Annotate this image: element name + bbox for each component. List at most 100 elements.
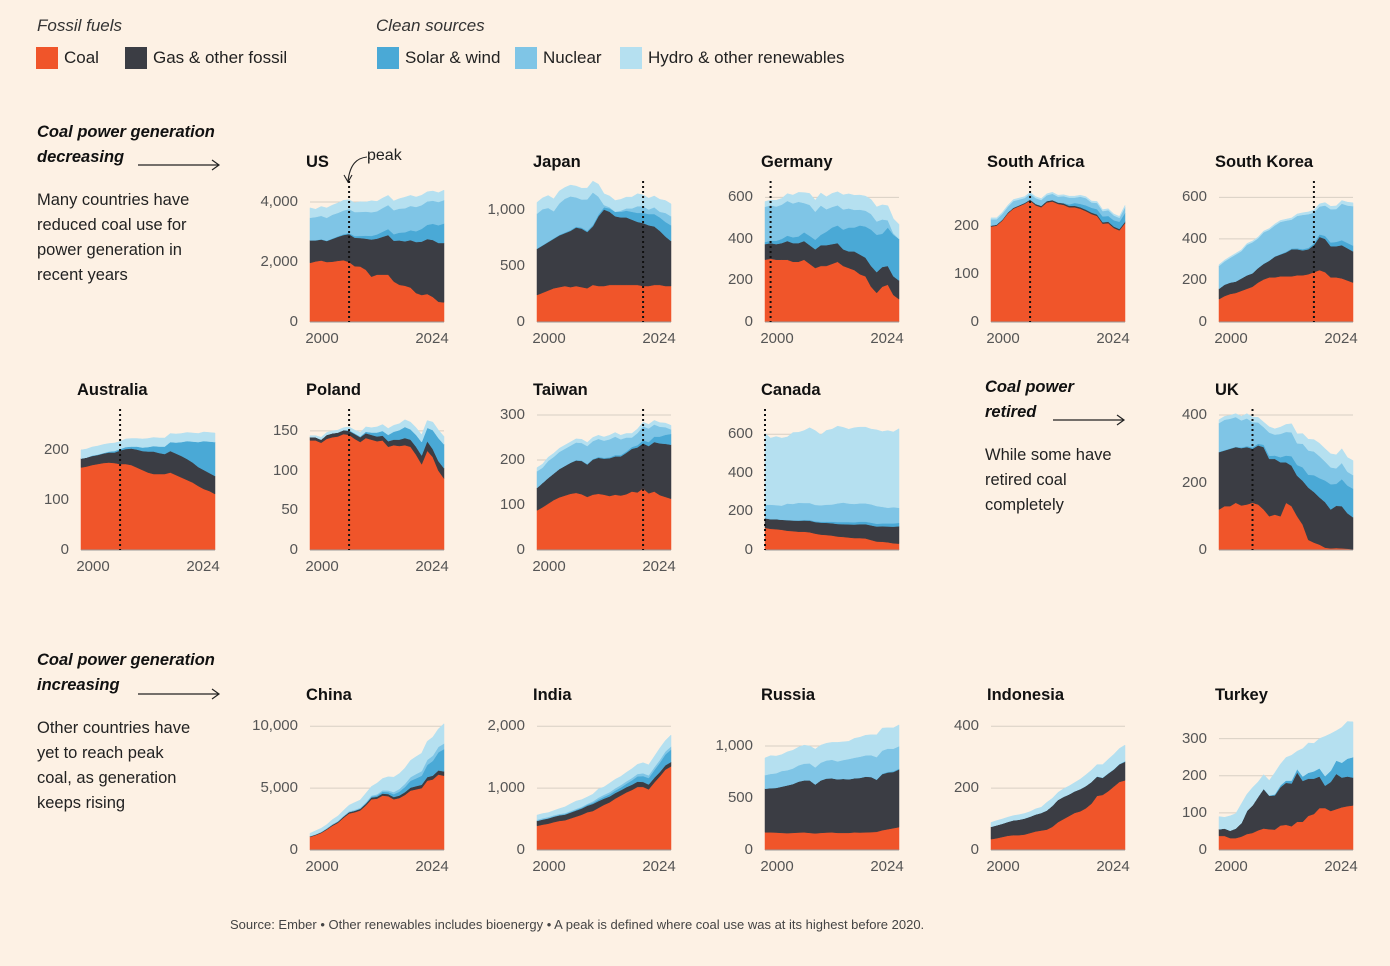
ytick-germany-0: 0 bbox=[744, 313, 753, 330]
ytick-germany-2: 400 bbox=[727, 229, 753, 247]
chart-japan bbox=[536, 180, 672, 323]
section-increasing-arrow bbox=[138, 688, 221, 700]
ytick-turkey-1: 100 bbox=[1181, 803, 1207, 821]
section-decreasing-arrow bbox=[138, 159, 221, 171]
chart-title-canada: Canada bbox=[761, 381, 821, 399]
xtick-us-1: 2024 bbox=[415, 330, 449, 347]
section-retired-title-1: Coal power bbox=[985, 378, 1074, 396]
xtick-south-korea-0: 2000 bbox=[1214, 330, 1248, 347]
ytick-japan-0: 0 bbox=[516, 313, 525, 330]
legend-label-coal: Coal bbox=[64, 48, 99, 67]
chart-germany bbox=[764, 181, 900, 323]
xtick-turkey-1: 2024 bbox=[1324, 858, 1358, 875]
section-retired-desc-3: completely bbox=[985, 496, 1064, 514]
section-increasing-desc-1: Other countries have bbox=[37, 719, 191, 737]
ytick-south-africa-1: 100 bbox=[953, 264, 979, 282]
ytick-uk-2: 400 bbox=[1181, 406, 1207, 423]
ytick-india-0: 0 bbox=[516, 841, 525, 858]
xtick-south-africa-0: 2000 bbox=[986, 330, 1020, 347]
ytick-russia-2: 1,000 bbox=[715, 737, 753, 754]
ytick-south-korea-2: 400 bbox=[1181, 229, 1207, 247]
ytick-germany-1: 200 bbox=[727, 271, 753, 289]
ytick-russia-1: 500 bbox=[727, 789, 753, 806]
area-south-africa-hydro-other-renewables bbox=[990, 191, 1126, 220]
legend-item-gas: Gas & other fossil bbox=[125, 47, 287, 69]
chart-title-poland: Poland bbox=[306, 381, 362, 399]
ytick-japan-1: 500 bbox=[499, 256, 525, 274]
section-decreasing-desc-2: reduced coal use for bbox=[37, 216, 187, 234]
ytick-canada-3: 600 bbox=[727, 425, 753, 443]
ytick-poland-1: 50 bbox=[281, 501, 298, 519]
chart-us bbox=[309, 181, 445, 323]
section-increasing: Coal power generation increasing Other c… bbox=[37, 648, 252, 816]
ytick-russia-0: 0 bbox=[744, 841, 753, 858]
section-decreasing-title-1: Coal power generation bbox=[37, 123, 215, 141]
chart-uk bbox=[1218, 409, 1354, 551]
area-australia-hydro-other-renewables bbox=[80, 431, 216, 459]
xtick-south-korea-1: 2024 bbox=[1324, 330, 1358, 347]
ytick-poland-3: 150 bbox=[272, 421, 298, 439]
legend-label-solar-wind: Solar & wind bbox=[405, 48, 501, 67]
xtick-russia-0: 2000 bbox=[760, 858, 794, 875]
area-turkey-hydro-other-renewables bbox=[1218, 721, 1354, 831]
xtick-south-africa-1: 2024 bbox=[1096, 330, 1130, 347]
ytick-indonesia-1: 200 bbox=[953, 779, 979, 797]
ytick-uk-1: 200 bbox=[1181, 473, 1207, 491]
section-decreasing-desc-1: Many countries have bbox=[37, 191, 190, 209]
chart-title-russia: Russia bbox=[761, 686, 816, 704]
chart-title-germany: Germany bbox=[761, 153, 833, 171]
xtick-japan-0: 2000 bbox=[532, 330, 566, 347]
ytick-us-0: 0 bbox=[289, 313, 298, 330]
xtick-australia-0: 2000 bbox=[76, 558, 110, 575]
legend-swatch-solar-wind bbox=[377, 47, 399, 69]
chart-title-china: China bbox=[306, 686, 352, 704]
ytick-south-korea-1: 200 bbox=[1181, 271, 1207, 289]
ytick-australia-2: 200 bbox=[43, 441, 69, 458]
ytick-canada-2: 400 bbox=[727, 463, 753, 481]
ytick-uk-0: 0 bbox=[1198, 541, 1207, 558]
xtick-germany-0: 2000 bbox=[760, 330, 794, 347]
xtick-turkey-0: 2000 bbox=[1214, 858, 1248, 875]
legend-label-hydro: Hydro & other renewables bbox=[648, 48, 845, 67]
xtick-poland-1: 2024 bbox=[415, 558, 449, 575]
section-increasing-desc-3: coal, as generation bbox=[37, 769, 177, 787]
ytick-us-2: 4,000 bbox=[260, 193, 298, 210]
chart-turkey bbox=[1218, 721, 1354, 851]
area-china-hydro-other-renewables bbox=[309, 723, 445, 837]
xtick-india-0: 2000 bbox=[532, 858, 566, 875]
legend-swatch-coal bbox=[36, 47, 58, 69]
chart-south-korea bbox=[1218, 181, 1354, 323]
chart-title-japan: Japan bbox=[533, 153, 581, 171]
area-japan-coal bbox=[536, 284, 672, 323]
xtick-indonesia-0: 2000 bbox=[986, 858, 1020, 875]
ytick-china-0: 0 bbox=[289, 841, 298, 858]
source-note: Source: Ember • Other renewables include… bbox=[230, 917, 925, 932]
ytick-poland-0: 0 bbox=[289, 541, 298, 558]
area-poland-hydro-other-renewables bbox=[309, 419, 445, 446]
ytick-australia-1: 100 bbox=[43, 491, 69, 508]
ytick-taiwan-3: 300 bbox=[499, 406, 525, 423]
chart-russia bbox=[764, 724, 900, 851]
chart-title-india: India bbox=[533, 686, 572, 704]
xtick-india-1: 2024 bbox=[642, 858, 676, 875]
ytick-taiwan-1: 100 bbox=[499, 496, 525, 513]
section-retired-title-2: retired bbox=[985, 403, 1037, 421]
legend-swatch-gas bbox=[125, 47, 147, 69]
legend-fossil-heading: Fossil fuels bbox=[37, 16, 123, 35]
legend-swatch-nuclear bbox=[515, 47, 537, 69]
peak-annotation-arrow bbox=[343, 156, 368, 184]
section-retired-desc-1: While some have bbox=[985, 446, 1112, 464]
chart-title-indonesia: Indonesia bbox=[987, 686, 1065, 704]
chart-poland bbox=[309, 409, 445, 551]
chart-china bbox=[309, 723, 445, 851]
chart-title-us: US bbox=[306, 153, 329, 171]
chart-title-uk: UK bbox=[1215, 381, 1239, 399]
ytick-canada-1: 200 bbox=[727, 502, 753, 520]
ytick-china-2: 10,000 bbox=[252, 717, 298, 735]
ytick-indonesia-0: 0 bbox=[970, 841, 979, 858]
area-south-korea-hydro-other-renewables bbox=[1218, 200, 1354, 267]
chart-title-turkey: Turkey bbox=[1215, 686, 1268, 704]
ytick-germany-3: 600 bbox=[727, 188, 753, 206]
xtick-germany-1: 2024 bbox=[870, 330, 904, 347]
area-taiwan-hydro-other-renewables bbox=[536, 420, 672, 472]
